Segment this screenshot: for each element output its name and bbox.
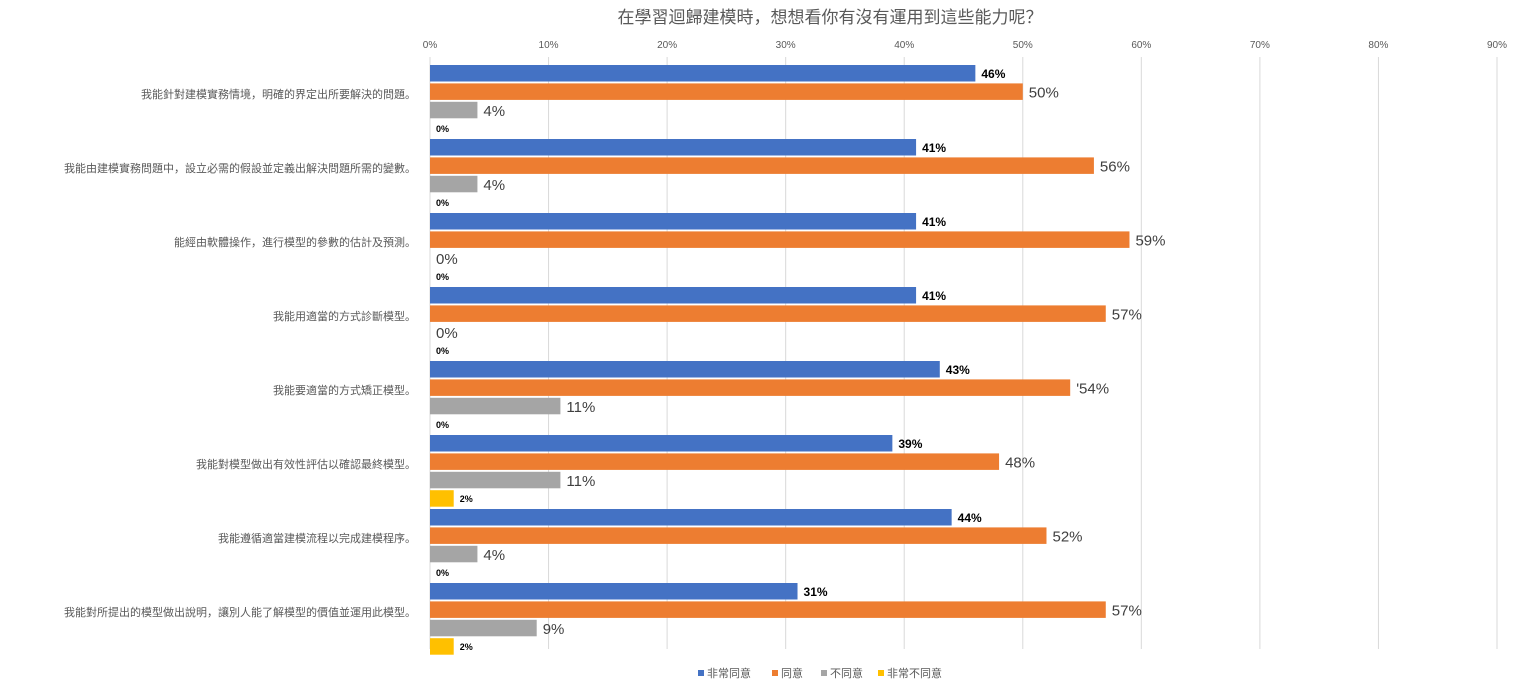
bar: [430, 305, 1106, 322]
data-label: 57%: [1112, 306, 1142, 323]
category-label: 我能針對建模實務情境，明確的界定出所要解決的問題。: [141, 87, 416, 101]
data-label: 41%: [922, 215, 946, 229]
x-tick-label: 40%: [894, 40, 914, 51]
category-labels: 我能針對建模實務情境，明確的界定出所要解決的問題。我能由建模實務問題中，設立必需…: [64, 87, 416, 619]
data-label: 4%: [483, 177, 505, 194]
category-label: 我能對所提出的模型做出說明，讓別人能了解模型的價值並運用此模型。: [64, 605, 416, 619]
data-label: 2%: [460, 494, 473, 504]
bar: [430, 287, 917, 304]
bar: [430, 509, 952, 526]
category-label: 我能對模型做出有效性評估以確認最終模型。: [196, 457, 416, 471]
data-label: 0%: [436, 198, 449, 208]
bar: [430, 527, 1047, 544]
x-tick-label: 0%: [423, 40, 438, 51]
data-label: 48%: [1005, 454, 1035, 471]
category-label: 我能由建模實務問題中，設立必需的假設並定義出解決問題所需的變數。: [64, 161, 416, 175]
legend-swatch: [821, 670, 827, 676]
x-tick-label: 10%: [539, 40, 559, 51]
x-tick-label: 50%: [1013, 40, 1033, 51]
bar: [430, 231, 1130, 248]
legend-swatch: [878, 670, 884, 676]
data-label: 41%: [922, 289, 946, 303]
x-tick-label: 90%: [1487, 40, 1507, 51]
bar: [430, 490, 454, 507]
legend-label: 不同意: [830, 666, 863, 680]
legend-swatch: [772, 670, 778, 676]
chart-title: 在學習迴歸建模時，想想看你有沒有運用到這些能力呢？: [618, 8, 1043, 28]
bar: [430, 65, 976, 82]
bar: [430, 101, 478, 119]
data-label: 9%: [543, 621, 565, 638]
data-label: 0%: [436, 420, 449, 430]
bar: [430, 379, 1071, 396]
data-label: 0%: [436, 251, 458, 268]
bar: [430, 175, 478, 193]
data-label: 46%: [981, 67, 1005, 81]
data-label: 0%: [436, 568, 449, 578]
data-label: 39%: [898, 437, 922, 451]
legend-label: 非常不同意: [887, 666, 942, 680]
bar: [430, 157, 1094, 174]
category-label: 我能用適當的方式診斷模型。: [273, 309, 416, 323]
x-tick-label: 60%: [1131, 40, 1151, 51]
data-label: 0%: [436, 272, 449, 282]
bar: [430, 435, 893, 452]
bar: [430, 583, 798, 600]
data-label: 41%: [922, 141, 946, 155]
data-label: 2%: [460, 642, 473, 652]
data-label: 52%: [1052, 528, 1082, 545]
data-label: 57%: [1112, 602, 1142, 619]
category-label: 我能遵循適當建模流程以完成建模程序。: [218, 531, 416, 545]
bar: [430, 619, 537, 637]
data-label: 4%: [483, 547, 505, 564]
bar: [430, 638, 454, 655]
data-label: 11%: [566, 473, 595, 490]
data-label: 43%: [946, 363, 970, 377]
x-tick-label: 20%: [657, 40, 677, 51]
bar: [430, 213, 917, 230]
data-label: 11%: [566, 399, 595, 416]
x-tick-label: 70%: [1250, 40, 1270, 51]
bar: [430, 545, 478, 563]
data-label: 56%: [1100, 158, 1130, 175]
bar: [430, 139, 917, 156]
data-label: 4%: [483, 103, 505, 120]
legend-label: 非常同意: [707, 666, 751, 680]
data-label: 0%: [436, 124, 449, 134]
bar: [430, 83, 1023, 100]
data-label: 31%: [804, 585, 828, 599]
data-label: '54%: [1076, 380, 1109, 397]
data-labels: 46% 50% 4% 0% 41% 56% 4% 0% 41% 59% 0% 0% 41% 57% 0% 0%…: [436, 67, 1166, 652]
data-label: 50%: [1029, 84, 1059, 101]
category-label: 能經由軟體操作，進行模型的參數的估計及預測。: [174, 235, 416, 249]
bar: [430, 453, 1000, 470]
data-label: 0%: [436, 346, 449, 356]
data-label: 44%: [958, 511, 982, 525]
legend: 非常同意 同意 不同意 非常不同意: [698, 666, 942, 680]
x-axis-ticks: 0% 10% 20% 30% 40% 50% 60% 70% 80% 90%: [423, 40, 1507, 51]
bar: [430, 397, 561, 415]
x-tick-label: 80%: [1368, 40, 1388, 51]
bars: [430, 65, 1130, 655]
x-tick-label: 30%: [776, 40, 796, 51]
bar: [430, 361, 940, 378]
category-label: 我能要適當的方式矯正模型。: [273, 383, 416, 397]
gridlines: [429, 57, 1498, 649]
data-label: 0%: [436, 325, 458, 342]
bar: [430, 601, 1106, 618]
legend-swatch: [698, 670, 704, 676]
legend-label: 同意: [781, 666, 803, 680]
data-label: 59%: [1135, 232, 1165, 249]
bar: [430, 471, 561, 489]
